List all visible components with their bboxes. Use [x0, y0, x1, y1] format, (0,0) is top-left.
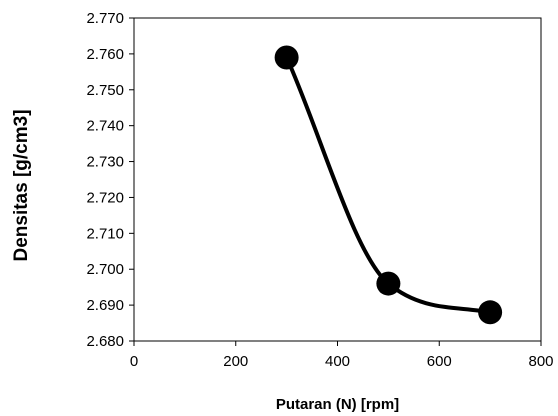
x-tick-label: 0 — [130, 353, 138, 370]
data-point-marker — [478, 300, 503, 325]
y-tick-label: 2.690 — [86, 297, 124, 314]
y-tick-label: 2.730 — [86, 154, 124, 171]
y-tick-label: 2.710 — [86, 225, 124, 242]
data-point-marker — [376, 271, 401, 296]
series-line — [284, 55, 493, 315]
x-tick-label: 200 — [223, 353, 248, 370]
y-tick-label: 2.700 — [86, 261, 124, 278]
ticks-layer: 2.680 2.690 2.700 2.710 2.720 2.730 2.740 2.750… — [86, 10, 553, 370]
y-axis-title: Densitas [g/cm3] — [11, 109, 32, 261]
x-tick-label: 600 — [427, 353, 452, 370]
axes-layer — [133, 17, 542, 342]
series-layer — [274, 45, 503, 325]
x-axis-title: Putaran (N) [rpm] — [276, 396, 399, 413]
y-tick-label: 2.680 — [86, 333, 124, 350]
x-tick-label: 800 — [528, 353, 553, 370]
y-tick-label: 2.740 — [86, 118, 124, 135]
x-tick-label: 400 — [325, 353, 350, 370]
plot-area-border — [133, 17, 542, 342]
data-point-marker — [274, 45, 299, 70]
y-tick-label: 2.760 — [86, 46, 124, 63]
y-tick-label: 2.770 — [86, 10, 124, 27]
y-tick-label: 2.720 — [86, 189, 124, 206]
y-tick-label: 2.750 — [86, 82, 124, 99]
